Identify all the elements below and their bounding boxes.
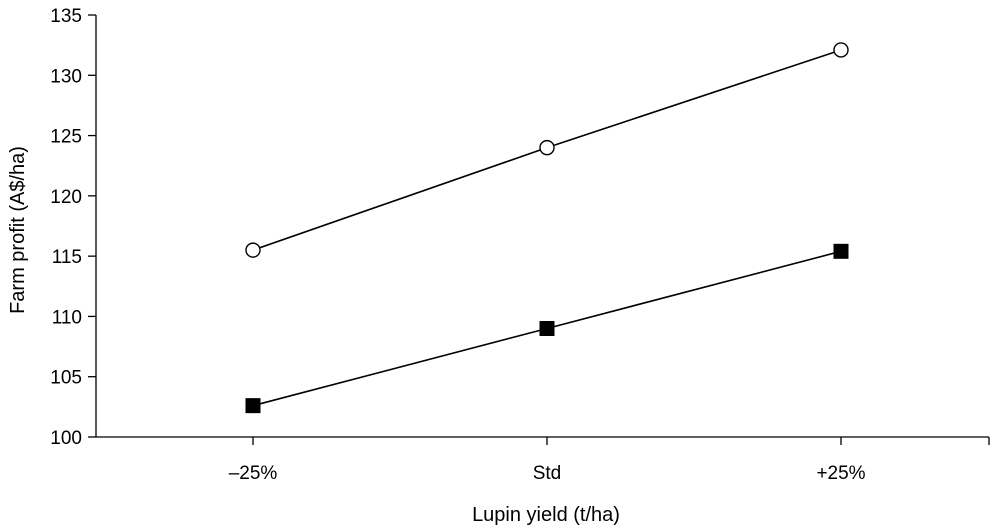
y-axis: 100 105 110 115 120 125 130 135 — [50, 6, 97, 449]
data-point-square — [245, 398, 261, 414]
x-axis-title: Lupin yield (t/ha) — [472, 504, 620, 526]
y-tick-label: 110 — [52, 307, 82, 328]
x-tick-label: Std — [533, 463, 562, 484]
y-tick-label: 135 — [50, 6, 82, 27]
y-tick-label: 125 — [50, 127, 82, 148]
y-tick-label: 120 — [50, 187, 82, 208]
y-tick-label: 130 — [50, 66, 82, 87]
x-tick-label: +25% — [816, 463, 865, 484]
y-tick-label: 100 — [50, 428, 82, 449]
series-1 — [245, 42, 849, 258]
series-2 — [245, 243, 849, 414]
x-tick-label: –25% — [229, 463, 278, 484]
y-axis-title: Farm profit (A$/ha) — [7, 146, 29, 314]
series-layer — [245, 42, 849, 414]
y-tick-label: 105 — [50, 368, 82, 389]
x-axis: –25% Std +25% — [96, 436, 990, 484]
data-point-square — [833, 243, 849, 259]
y-tick-label: 115 — [52, 247, 82, 268]
data-point-circle — [833, 42, 849, 58]
data-point-circle — [539, 139, 555, 156]
data-point-circle — [245, 242, 261, 258]
data-point-square — [539, 320, 555, 336]
